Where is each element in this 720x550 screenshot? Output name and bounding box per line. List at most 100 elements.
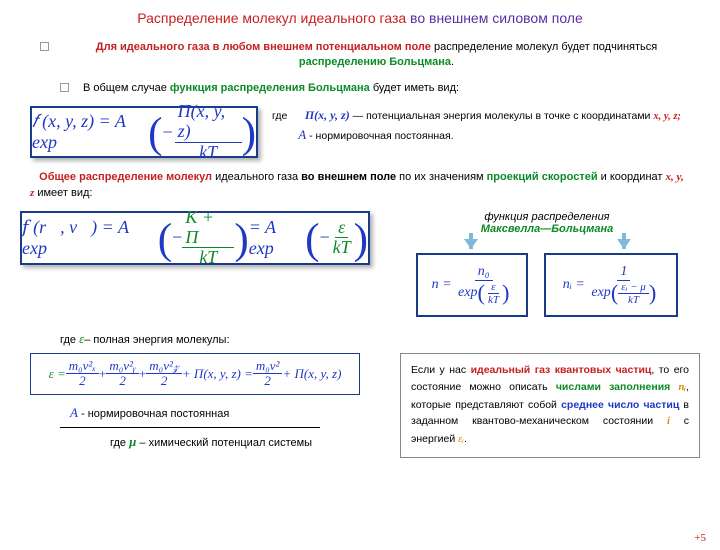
n: ε [488,281,498,294]
d: kT [485,294,502,306]
rparen: ) [242,117,256,152]
t: во внешнем поле [301,171,396,183]
eq: = A exp [249,217,305,259]
num: ε [335,218,348,239]
rparen: ) [234,223,248,258]
frac: 1 exp ( εᵢ − μ kT ) [588,264,659,306]
mid: + П(x, y, z) = [182,366,253,382]
num: 1 [617,264,630,280]
frac: ε kT [485,281,502,306]
t: - нормировочная постоянная. [306,130,453,142]
frac: П(x, y, z) kT [175,102,242,162]
d: 2 [116,374,129,388]
n: m₀v² [253,359,283,374]
lparen: ( [305,223,319,258]
formula-1: 𝑓 (x, y, z) = A exp ( − П(x, y, z) kT ) [30,106,258,158]
bullet-1-text: Для идеального газа в любом внешнем поте… [63,40,690,71]
arrow-down-icon [617,239,631,249]
t: П(x, y, z) [305,108,350,122]
quantum-note-box: Если у нас идеальный газ квантовых части… [400,353,700,458]
tail: + П(x, y, z) [282,366,341,382]
lparen: ( [158,223,172,258]
bottom-left: ε = m₀v²ₓ2 + m₀v²ᵧ2 + m₀v²𝓏2 + П(x, y, z… [30,353,386,450]
n: εᵢ − μ [618,281,649,294]
den: kT [330,238,354,258]
frac: εᵢ − μ kT [618,281,649,306]
minus: − [172,227,182,248]
t: nᵢ [678,382,686,393]
lparen: ( [148,117,162,152]
frac: K + П kT [182,208,234,268]
lhs: ε = [49,366,66,382]
t: - нормировочная постоянная [78,408,229,420]
d: 2 [261,374,274,388]
rparen: ) [649,284,656,302]
lhs: nᵢ = [563,277,585,293]
epsilon-line: где ε– полная энергия молекулы: [60,331,690,347]
formula1-desc: где П(x, y, z) — потенциальная энергия м… [272,106,690,145]
d: 2 [158,374,171,388]
plus: + [139,366,146,382]
page-number: +5 [694,532,706,544]
mu-line: где μ – химический потенциал системы [110,434,386,450]
a-norm-line: A - нормировочная постоянная [70,405,386,421]
f1-lhs: 𝑓 (x, y, z) = A exp [32,111,148,153]
t: Максвелла—Больцмана [481,223,614,235]
exp: exp [591,285,610,300]
t: где [110,437,129,449]
arrow-down-icon [464,239,478,249]
t: функция распределения Больцмана [170,82,370,94]
mid-paragraph: Общее распределение молекул идеального г… [30,170,690,201]
t: — потенциальная энергия молекулы в точке… [350,110,654,122]
n: m₀v²𝓏 [146,359,182,374]
t: – полная энергия молекулы: [84,334,229,346]
d: kT [625,294,642,306]
t: . [451,56,454,68]
num: K + П [182,208,234,249]
t: функция распределения [484,211,609,223]
rparen: ) [354,223,368,258]
lhs: n = [432,277,452,293]
t: В общем случае [83,82,170,94]
f2-lhs: 𝑓 (r⃗, v⃗) = A exp [22,217,158,259]
t: Если у нас [411,364,471,376]
mb-label: функция распределения Максвелла—Больцман… [394,211,700,235]
den: kT [196,143,220,163]
bullet-marker [60,83,69,92]
num: n₀ [475,264,493,280]
title-part1: Распределение молекул идеального газа [137,10,406,26]
rparen: ) [502,284,509,302]
minus: − [319,227,329,248]
bullet-2-text: В общем случае функция распределения Бол… [83,81,459,96]
arrows-row [394,239,700,249]
n: m₀v²ᵧ [106,359,139,374]
formula-ni: nᵢ = 1 exp ( εᵢ − μ kT ) [544,253,678,317]
t: распределение молекул будет подчиняться [431,41,657,53]
bullet-2: В общем случае функция распределения Бол… [60,81,690,96]
t: проекций скоростей [487,171,598,183]
t: идеального газа [212,171,301,183]
t: будет иметь вид: [370,82,459,94]
t: имеет вид: [34,187,92,199]
t: идеальный газ квантовых частиц [471,364,652,376]
t: где [272,110,287,122]
frac: m₀v²ᵧ2 [106,359,139,389]
bullet-marker [40,42,49,51]
lparen: ( [477,284,484,302]
t: числами заполнения [556,381,679,393]
lparen: ( [611,284,618,302]
t: по их значениям [396,171,487,183]
formula2-row: 𝑓 (r⃗, v⃗) = A exp ( − K + П kT ) = A ex… [20,211,700,317]
t: A [70,405,78,420]
minus: − [162,122,172,143]
den: exp ( ε kT ) [455,281,512,306]
t: Общее распределение молекул [39,171,212,183]
title-part2: во внешнем силовом поле [406,10,583,26]
formula-3: ε = m₀v²ₓ2 + m₀v²ᵧ2 + m₀v²𝓏2 + П(x, y, z… [30,353,360,395]
t: Для идеального газа в любом внешнем поте… [96,41,431,53]
plus: + [99,366,106,382]
frac: m₀v²𝓏2 [146,359,182,389]
t: где [60,334,79,346]
t: . [464,433,467,445]
den: kT [196,248,220,268]
